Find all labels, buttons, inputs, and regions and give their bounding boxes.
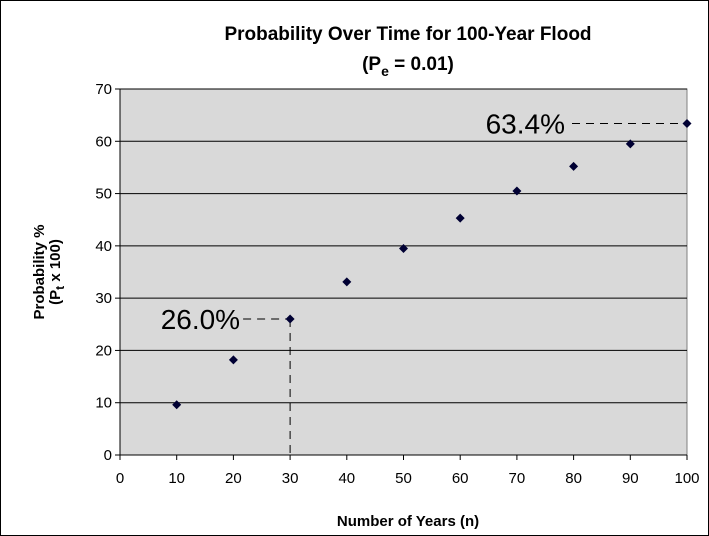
data-point xyxy=(172,400,182,410)
y-tick-label: 30 xyxy=(95,290,112,307)
x-axis-label: Number of Years (n) xyxy=(337,513,479,530)
y-tick-label: 50 xyxy=(95,186,112,203)
chart-title-line2: (Pe = 0.01) xyxy=(362,54,454,79)
annotations: 26.0% 63.4% xyxy=(161,109,687,455)
x-tick-label: 60 xyxy=(452,470,469,487)
axes: 0 10 20 30 40 50 60 70 0 10 20 30 40 50 60 70 80 90 100 xyxy=(95,81,699,487)
x-tick-label: 20 xyxy=(225,470,242,487)
annotation-label: 63.4% xyxy=(486,109,565,140)
plot-area xyxy=(119,88,688,456)
y-tick-label: 20 xyxy=(95,342,112,359)
data-points xyxy=(172,119,692,410)
x-tick-label: 30 xyxy=(282,470,299,487)
x-tick-label: 100 xyxy=(674,470,699,487)
data-point xyxy=(682,119,692,129)
data-point xyxy=(285,314,295,324)
data-point xyxy=(455,213,465,223)
data-point xyxy=(512,186,522,196)
x-tick-label: 80 xyxy=(565,470,582,487)
data-point xyxy=(399,243,408,253)
data-point xyxy=(625,139,635,149)
y-tick-label: 0 xyxy=(104,447,112,464)
y-axis-label-line2: (Pt x 100) xyxy=(47,239,67,305)
data-point xyxy=(228,355,238,365)
x-tick-label: 90 xyxy=(622,470,639,487)
data-point xyxy=(569,161,579,171)
x-tick-label: 70 xyxy=(509,470,526,487)
y-tick-label: 60 xyxy=(95,133,112,150)
x-tick-label: 40 xyxy=(338,470,355,487)
data-point xyxy=(342,277,352,287)
x-tick-label: 0 xyxy=(116,470,124,487)
annotation-label: 26.0% xyxy=(161,304,240,335)
y-tick-label: 40 xyxy=(95,238,112,255)
chart-title-line1: Probability Over Time for 100-Year Flood xyxy=(224,24,591,45)
y-axis-label: Probability % (Pt x 100) xyxy=(31,224,67,319)
y-tick-label: 10 xyxy=(95,395,112,412)
y-axis-label-line1: Probability % xyxy=(31,224,48,319)
gridlines xyxy=(120,88,687,404)
x-tick-label: 50 xyxy=(395,470,412,487)
y-tick-label: 70 xyxy=(95,81,112,98)
x-tick-label: 10 xyxy=(168,470,185,487)
